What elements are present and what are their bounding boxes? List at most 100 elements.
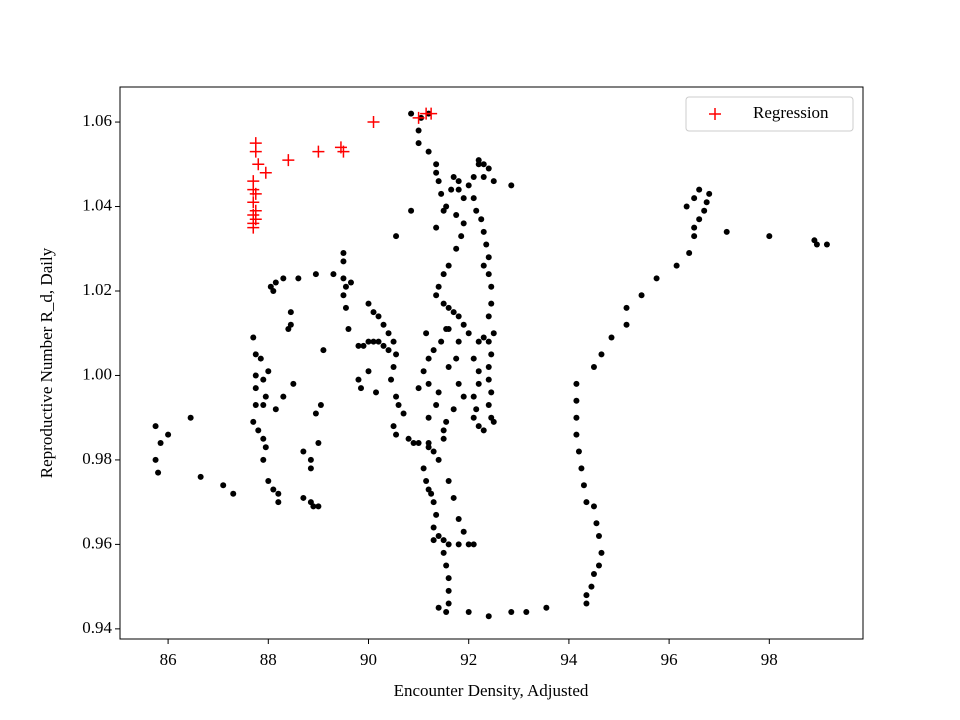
point xyxy=(485,376,492,383)
point xyxy=(696,216,703,223)
point xyxy=(455,186,462,193)
point xyxy=(433,169,440,176)
point xyxy=(445,304,452,311)
point xyxy=(252,402,259,409)
legend-box xyxy=(685,96,854,132)
point xyxy=(435,389,442,396)
point xyxy=(450,309,457,316)
point xyxy=(430,347,437,354)
point xyxy=(380,342,387,349)
point xyxy=(385,347,392,354)
point xyxy=(578,465,585,472)
point xyxy=(588,583,595,590)
point xyxy=(598,351,605,358)
point xyxy=(490,418,497,425)
plus-marker xyxy=(247,221,260,234)
point xyxy=(465,541,472,548)
point xyxy=(573,431,580,438)
point xyxy=(488,389,495,396)
point xyxy=(455,516,462,523)
point xyxy=(723,228,730,235)
point xyxy=(455,541,462,548)
point xyxy=(460,195,467,202)
point xyxy=(395,402,402,409)
point xyxy=(290,380,297,387)
point xyxy=(508,182,515,189)
point xyxy=(673,262,680,269)
point xyxy=(691,224,698,231)
point xyxy=(480,334,487,341)
point xyxy=(347,279,354,286)
point xyxy=(813,241,820,248)
plus-marker xyxy=(367,116,380,129)
y-tick-label: 0.98 xyxy=(82,449,112,468)
point xyxy=(543,604,550,611)
point xyxy=(485,313,492,320)
point xyxy=(440,300,447,307)
point xyxy=(703,199,710,206)
point xyxy=(388,376,395,383)
point xyxy=(370,309,377,316)
point xyxy=(445,575,452,582)
point xyxy=(485,613,492,620)
point xyxy=(420,465,427,472)
point xyxy=(435,456,442,463)
plus-marker xyxy=(252,158,265,171)
point xyxy=(260,402,267,409)
point xyxy=(312,271,319,278)
point xyxy=(257,355,264,362)
point xyxy=(430,524,437,531)
x-tick-label: 94 xyxy=(560,650,578,669)
point xyxy=(490,178,497,185)
point xyxy=(287,309,294,316)
point xyxy=(390,338,397,345)
point xyxy=(691,195,698,202)
point xyxy=(445,541,452,548)
point xyxy=(593,520,600,527)
point xyxy=(480,427,487,434)
point xyxy=(583,499,590,506)
point xyxy=(470,355,477,362)
point xyxy=(638,292,645,299)
plus-marker xyxy=(259,166,272,179)
point xyxy=(408,207,415,214)
point xyxy=(485,271,492,278)
point xyxy=(523,608,530,615)
point xyxy=(310,503,317,510)
point xyxy=(590,570,597,577)
point xyxy=(445,478,452,485)
point xyxy=(265,368,272,375)
point xyxy=(465,182,472,189)
point xyxy=(342,283,349,290)
point xyxy=(590,364,597,371)
point xyxy=(275,490,282,497)
point xyxy=(691,233,698,240)
point xyxy=(445,364,452,371)
point xyxy=(250,418,257,425)
point xyxy=(265,478,272,485)
point xyxy=(480,161,487,168)
point xyxy=(435,532,442,539)
point xyxy=(480,228,487,235)
point xyxy=(445,326,452,333)
point xyxy=(475,157,482,164)
y-tick-label: 1.04 xyxy=(82,195,112,214)
point xyxy=(262,444,269,451)
point xyxy=(250,334,257,341)
point xyxy=(365,368,372,375)
point xyxy=(342,304,349,311)
point xyxy=(460,528,467,535)
point xyxy=(425,380,432,387)
plus-marker xyxy=(425,107,438,120)
point xyxy=(410,440,417,447)
point xyxy=(460,220,467,227)
point xyxy=(683,203,690,210)
point xyxy=(440,427,447,434)
point xyxy=(267,283,274,290)
point xyxy=(480,173,487,180)
point xyxy=(473,207,480,214)
y-tick-label: 0.94 xyxy=(82,618,112,637)
point xyxy=(450,406,457,413)
point xyxy=(438,190,445,197)
point xyxy=(455,338,462,345)
